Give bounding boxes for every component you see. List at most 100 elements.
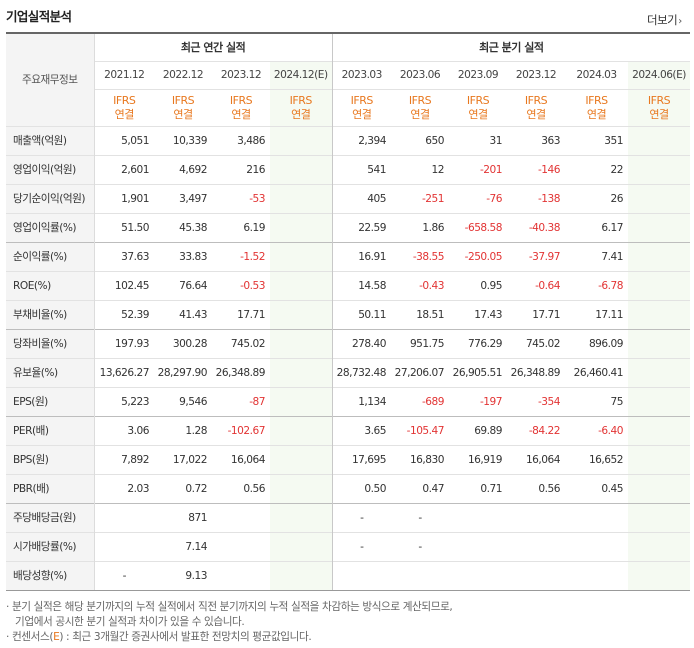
- data-cell: 5,223: [94, 386, 154, 416]
- data-cell: 9.13: [154, 560, 212, 591]
- row-label: 유보율(%): [6, 357, 95, 387]
- data-cell: [628, 444, 691, 474]
- basis-label: 연결: [173, 107, 193, 121]
- data-cell: [628, 241, 691, 271]
- data-cell: 10,339: [154, 125, 212, 155]
- data-cell: [270, 154, 333, 184]
- data-cell: -102.67: [212, 415, 270, 445]
- data-cell: 76.64: [154, 270, 212, 300]
- data-cell: [270, 241, 333, 271]
- data-cell: [628, 531, 691, 561]
- data-cell: 3,497: [154, 183, 212, 213]
- ifrs-label: IFRS: [647, 93, 671, 107]
- data-cell: [270, 270, 333, 300]
- data-cell: 405: [331, 183, 392, 213]
- data-cell: 0.47: [391, 473, 450, 503]
- row-label: 주당배당금(원): [6, 502, 95, 532]
- data-cell: 22.59: [331, 212, 392, 242]
- data-cell: -: [331, 502, 392, 532]
- data-cell: 5,051: [94, 125, 154, 155]
- period-header: 2023.06: [391, 60, 450, 89]
- data-cell: -689: [391, 386, 450, 416]
- basis-label: 연결: [586, 107, 607, 121]
- footnote-1-cont: 기업에서 공시한 분기 실적과 차이가 있을 수 있습니다.: [15, 616, 245, 628]
- table-row: EPS(원) 5,223 9,546 -87 1,134 -689 -197 -354 75: [6, 386, 691, 416]
- data-cell: [270, 502, 333, 532]
- data-cell: 951.75: [391, 328, 450, 358]
- row-label: 영업이익(억원): [6, 154, 95, 184]
- data-cell: 50.11: [331, 299, 392, 329]
- data-cell: 16,652: [565, 444, 629, 474]
- table-row: 유보율(%) 13,626.27 28,297.90 26,348.89 28,732.…: [6, 357, 691, 387]
- footnote-2: · 컨센서스(E) : 최근 3개월간 증권사에서 발표한 전망치의 평균값입니…: [6, 631, 312, 643]
- ifrs-label: IFRS: [585, 93, 608, 107]
- data-cell: -: [94, 560, 154, 591]
- data-cell: 351: [565, 125, 629, 155]
- data-cell: [331, 560, 392, 591]
- ifrs-label: IFRS: [229, 93, 253, 107]
- row-label: 부채비율(%): [6, 299, 95, 329]
- data-cell: 1.28: [154, 415, 212, 445]
- data-cell: -: [391, 502, 450, 532]
- ifrs-basis-cell: IFRS 연결: [331, 88, 392, 126]
- data-cell: 745.02: [507, 328, 566, 358]
- more-link[interactable]: 더보기›: [647, 12, 682, 28]
- data-cell: [507, 502, 566, 532]
- data-cell: 0.56: [212, 473, 270, 503]
- data-cell: -87: [212, 386, 270, 416]
- row-label: PBR(배): [6, 473, 95, 503]
- data-cell: [270, 560, 333, 591]
- table-row: 배당성향(%) -9.13: [6, 560, 691, 591]
- ifrs-label: IFRS: [524, 93, 548, 107]
- ifrs-basis-cell: IFRS 연결: [212, 88, 270, 126]
- data-cell: 7.14: [154, 531, 212, 561]
- data-cell: 300.28: [154, 328, 212, 358]
- data-cell: [507, 531, 566, 561]
- period-header: 2021.12: [94, 60, 154, 89]
- data-cell: [628, 270, 691, 300]
- data-cell: 650: [391, 125, 450, 155]
- table-row: 순이익률(%) 37.63 33.83 -1.52 16.91 -38.55 -250.05…: [6, 241, 691, 271]
- data-cell: 51.50: [94, 212, 154, 242]
- data-cell: [565, 531, 629, 561]
- data-cell: 17,022: [154, 444, 212, 474]
- data-cell: 1.86: [391, 212, 450, 242]
- data-cell: 745.02: [212, 328, 270, 358]
- data-cell: [628, 328, 691, 358]
- data-cell: 31: [449, 125, 508, 155]
- data-cell: [507, 560, 566, 591]
- data-cell: 26,348.89: [507, 357, 566, 387]
- data-cell: -: [331, 531, 392, 561]
- data-cell: -146: [507, 154, 566, 184]
- data-cell: -6.40: [565, 415, 629, 445]
- data-cell: [391, 560, 450, 591]
- data-cell: 17.43: [449, 299, 508, 329]
- data-cell: 52.39: [94, 299, 154, 329]
- period-header: 2023.12: [212, 60, 270, 89]
- basis-label: 연결: [649, 107, 669, 121]
- data-cell: 37.63: [94, 241, 154, 271]
- data-cell: 3.65: [331, 415, 392, 445]
- row-label: 당기순이익(억원): [6, 183, 95, 213]
- basis-label: 연결: [526, 107, 546, 121]
- row-header-label: 주요재무정보: [6, 32, 95, 126]
- data-cell: -0.43: [391, 270, 450, 300]
- table-row: 매출액(억원) 5,051 10,339 3,486 2,394 650 31 363 351: [6, 125, 691, 155]
- data-cell: [94, 531, 154, 561]
- data-cell: -138: [507, 183, 566, 213]
- data-cell: [449, 560, 508, 591]
- basis-label: 연결: [231, 107, 251, 121]
- period-header: 2024.06(E): [628, 60, 691, 89]
- data-cell: 28,297.90: [154, 357, 212, 387]
- table-row: 주당배당금(원) 871 - -: [6, 502, 691, 532]
- data-cell: [270, 531, 333, 561]
- data-cell: 69.89: [449, 415, 508, 445]
- data-cell: 45.38: [154, 212, 212, 242]
- data-cell: [628, 357, 691, 387]
- row-label: PER(배): [6, 415, 95, 445]
- data-cell: 1,134: [331, 386, 392, 416]
- period-row: 2021.12 2022.12 2023.12 2024.12(E) 2023.03 20…: [6, 60, 691, 89]
- data-cell: 896.09: [565, 328, 629, 358]
- row-label: 매출액(억원): [6, 125, 95, 155]
- data-cell: 3,486: [212, 125, 270, 155]
